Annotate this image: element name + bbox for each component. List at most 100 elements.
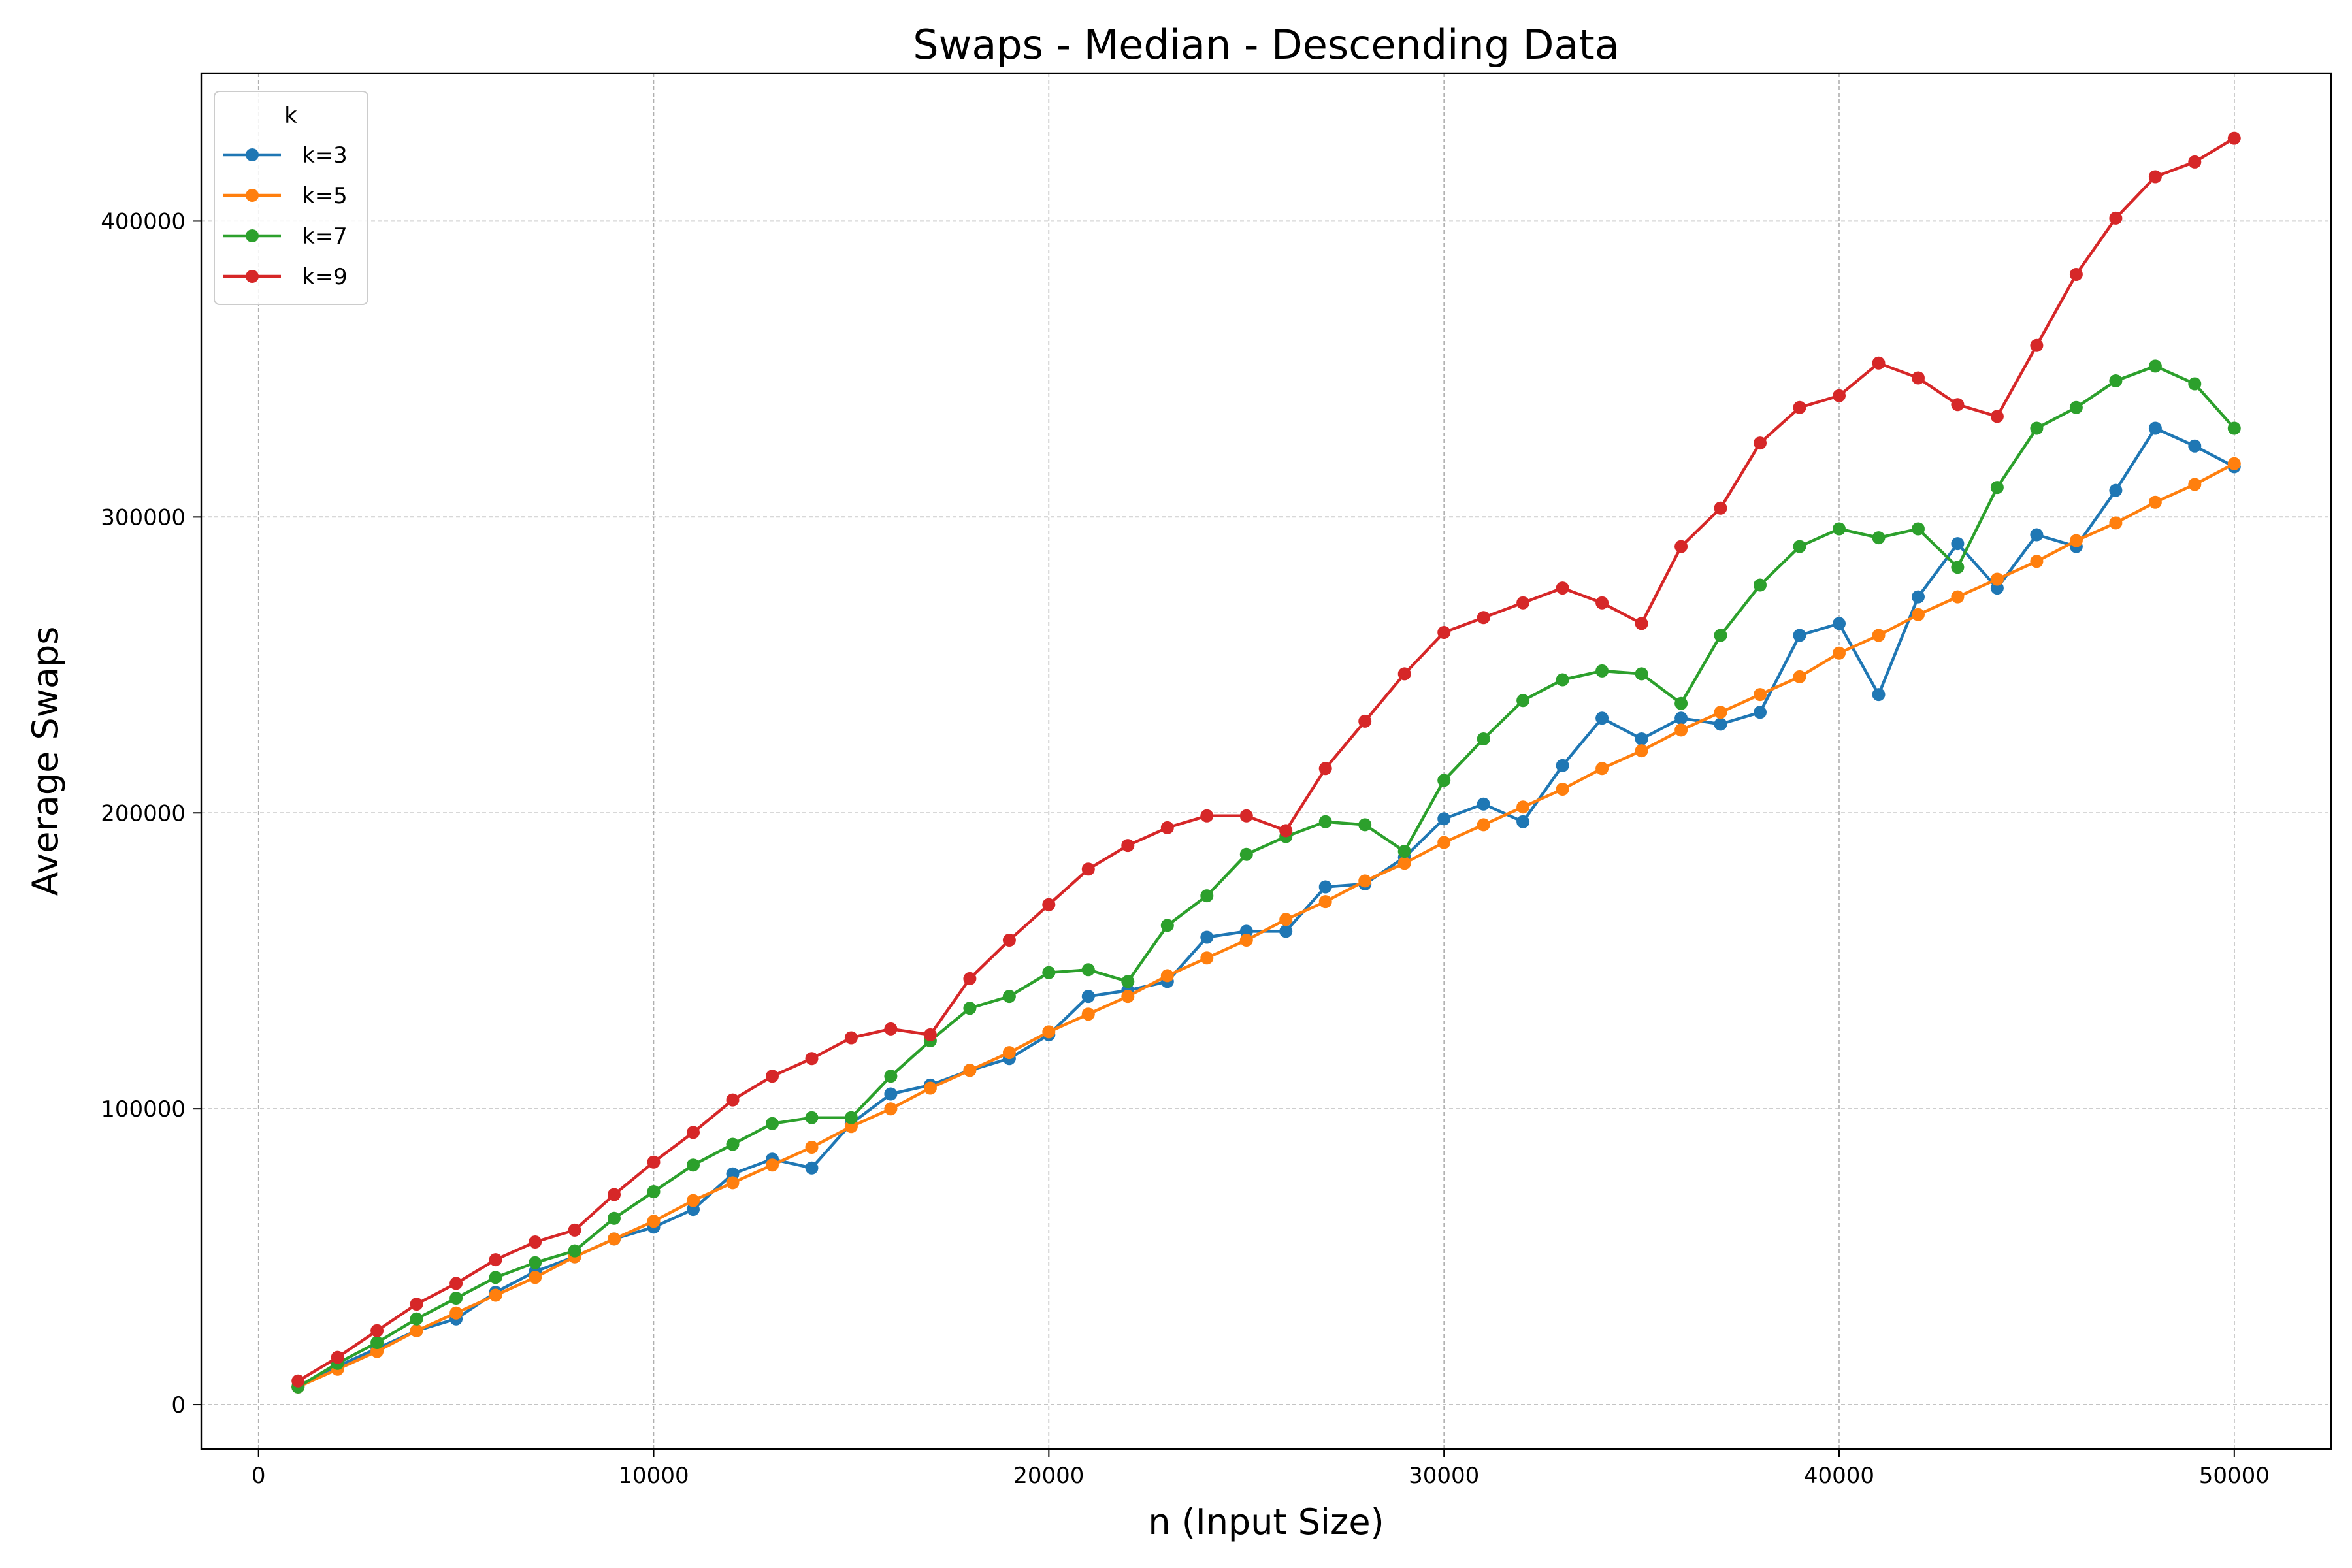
data-point — [1872, 629, 1886, 642]
data-point — [1200, 951, 1214, 965]
data-point — [1318, 880, 1332, 894]
data-point — [410, 1324, 423, 1337]
data-point — [923, 1081, 937, 1095]
series-k=9 — [291, 131, 2241, 1388]
data-point — [529, 1271, 542, 1284]
x-tick-label: 30000 — [1409, 1463, 1479, 1489]
data-point — [1674, 723, 1688, 737]
data-point — [1635, 732, 1648, 745]
data-point — [1556, 759, 1569, 772]
data-point — [884, 1102, 898, 1116]
data-point — [1516, 596, 1530, 610]
data-point — [687, 1194, 700, 1207]
data-point — [1714, 629, 1727, 642]
data-point — [1437, 812, 1451, 826]
data-point — [647, 1185, 661, 1198]
data-point — [1081, 963, 1095, 977]
data-point — [1754, 688, 1767, 702]
data-point — [805, 1052, 819, 1066]
plot-frame — [200, 72, 2332, 1450]
data-point — [1477, 797, 1490, 811]
data-point — [1318, 895, 1332, 909]
data-point — [608, 1211, 621, 1225]
data-point — [568, 1244, 581, 1258]
legend-item: k=9 — [223, 264, 348, 290]
data-point — [1912, 522, 1925, 536]
data-point — [1002, 990, 1016, 1004]
data-point — [1833, 617, 1846, 630]
y-tick-label: 300000 — [101, 504, 186, 531]
data-point — [1477, 732, 1490, 745]
data-point — [1951, 398, 1965, 412]
data-point — [2030, 338, 2044, 352]
data-point — [1200, 809, 1214, 823]
x-tick-label: 40000 — [1804, 1463, 1874, 1489]
data-point — [1042, 1025, 1056, 1039]
data-point — [370, 1324, 384, 1337]
data-point — [1358, 818, 1372, 832]
data-point — [1516, 815, 1530, 828]
y-tick-label: 200000 — [101, 800, 186, 826]
data-point — [1437, 626, 1451, 639]
legend-item: k=7 — [223, 223, 348, 250]
legend-box — [214, 91, 368, 305]
series-line — [297, 365, 2236, 1388]
data-point — [2030, 528, 2044, 542]
chart-title: Swaps - Median - Descending Data — [913, 21, 1620, 69]
data-point — [1912, 371, 1925, 385]
legend-title: k — [284, 103, 297, 129]
data-point — [647, 1155, 661, 1169]
data-point — [1754, 578, 1767, 592]
data-point — [766, 1158, 779, 1172]
data-point — [1556, 581, 1569, 595]
data-point — [1714, 501, 1727, 515]
y-tick-label: 400000 — [101, 208, 186, 235]
data-point — [1477, 611, 1490, 625]
data-point — [1160, 919, 1174, 932]
data-point — [608, 1232, 621, 1246]
x-tick-label: 0 — [252, 1463, 266, 1489]
series-k=5 — [291, 457, 2241, 1394]
data-point — [726, 1176, 740, 1190]
data-point — [1279, 924, 1293, 938]
data-point — [1714, 717, 1727, 731]
data-point — [1279, 824, 1293, 838]
data-point — [2188, 155, 2202, 169]
data-point — [370, 1336, 384, 1349]
data-point — [766, 1070, 779, 1083]
series-line — [297, 462, 2235, 1388]
data-point — [1990, 410, 2004, 423]
data-point — [2109, 516, 2123, 530]
data-point — [1635, 744, 1648, 758]
data-point — [2227, 421, 2241, 435]
data-point — [884, 1022, 898, 1036]
data-point — [2188, 377, 2202, 391]
data-point — [1951, 561, 1965, 574]
data-point — [1516, 800, 1530, 814]
data-point — [1595, 762, 1609, 776]
data-point — [2227, 131, 2241, 145]
data-point — [1121, 990, 1135, 1004]
data-point — [805, 1141, 819, 1154]
data-point — [1358, 714, 1372, 728]
data-point — [1437, 836, 1451, 849]
data-point — [1674, 696, 1688, 710]
grid — [201, 73, 2331, 1449]
data-point — [1754, 436, 1767, 450]
y-tick-label: 100000 — [101, 1096, 186, 1122]
data-point — [1674, 540, 1688, 553]
legend-label: k=3 — [302, 142, 348, 169]
data-point — [884, 1070, 898, 1083]
data-point — [331, 1350, 344, 1364]
data-point — [529, 1235, 542, 1249]
data-point — [923, 1028, 937, 1041]
data-point — [766, 1117, 779, 1130]
series-k=7 — [291, 359, 2241, 1394]
data-point — [1912, 590, 1925, 604]
legend-item: k=3 — [223, 142, 348, 169]
data-point — [2109, 211, 2123, 225]
data-point — [1358, 874, 1372, 888]
y-axis-title: Average Swaps — [25, 627, 66, 896]
data-point — [1754, 706, 1767, 719]
